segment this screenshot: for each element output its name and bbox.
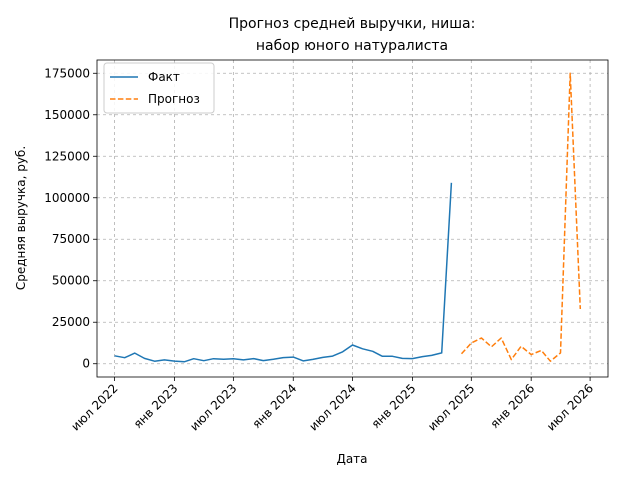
x-tick-label: июл 2024 [306,381,358,433]
legend-box [103,62,215,114]
y-tick-label: 150000 [44,108,90,122]
chart-title-line-2: набор юного натуралиста [256,38,448,54]
x-axis-label: Дата [336,452,367,466]
x-tick-label: янв 2025 [369,381,419,431]
y-tick-label: 0 [82,357,90,371]
y-tick-label: 50000 [52,274,90,288]
x-tick-label: янв 2026 [487,381,537,431]
x-tick-label: янв 2024 [250,381,300,431]
y-tick-label: 175000 [44,66,90,80]
y-tick-label: 75000 [52,232,90,246]
legend-label-fact: Факт [148,70,180,84]
y-tick-label: 125000 [44,149,90,163]
x-tick-label: янв 2023 [131,381,181,431]
x-tick-label: июл 2022 [68,381,120,433]
y-axis-label: Средняя выручка, руб. [14,146,28,290]
legend: Факт Прогноз [103,62,215,114]
x-tick-label: июл 2025 [425,381,477,433]
y-tick-label: 100000 [44,191,90,205]
series-line-forecast [460,72,582,362]
series-line-fact [114,182,453,363]
x-tick-label: июл 2023 [187,381,239,433]
axis-ticks: 0 25000 50000 75000 100000 125000 150000 175000… [44,66,596,433]
legend-label-forecast: Прогноз [148,92,200,106]
y-tick-label: 25000 [52,315,90,329]
chart-title-line-1: Прогноз средней выручки, ниша: [229,16,476,32]
series-layer [114,72,582,363]
x-tick-label: июл 2026 [544,381,596,433]
